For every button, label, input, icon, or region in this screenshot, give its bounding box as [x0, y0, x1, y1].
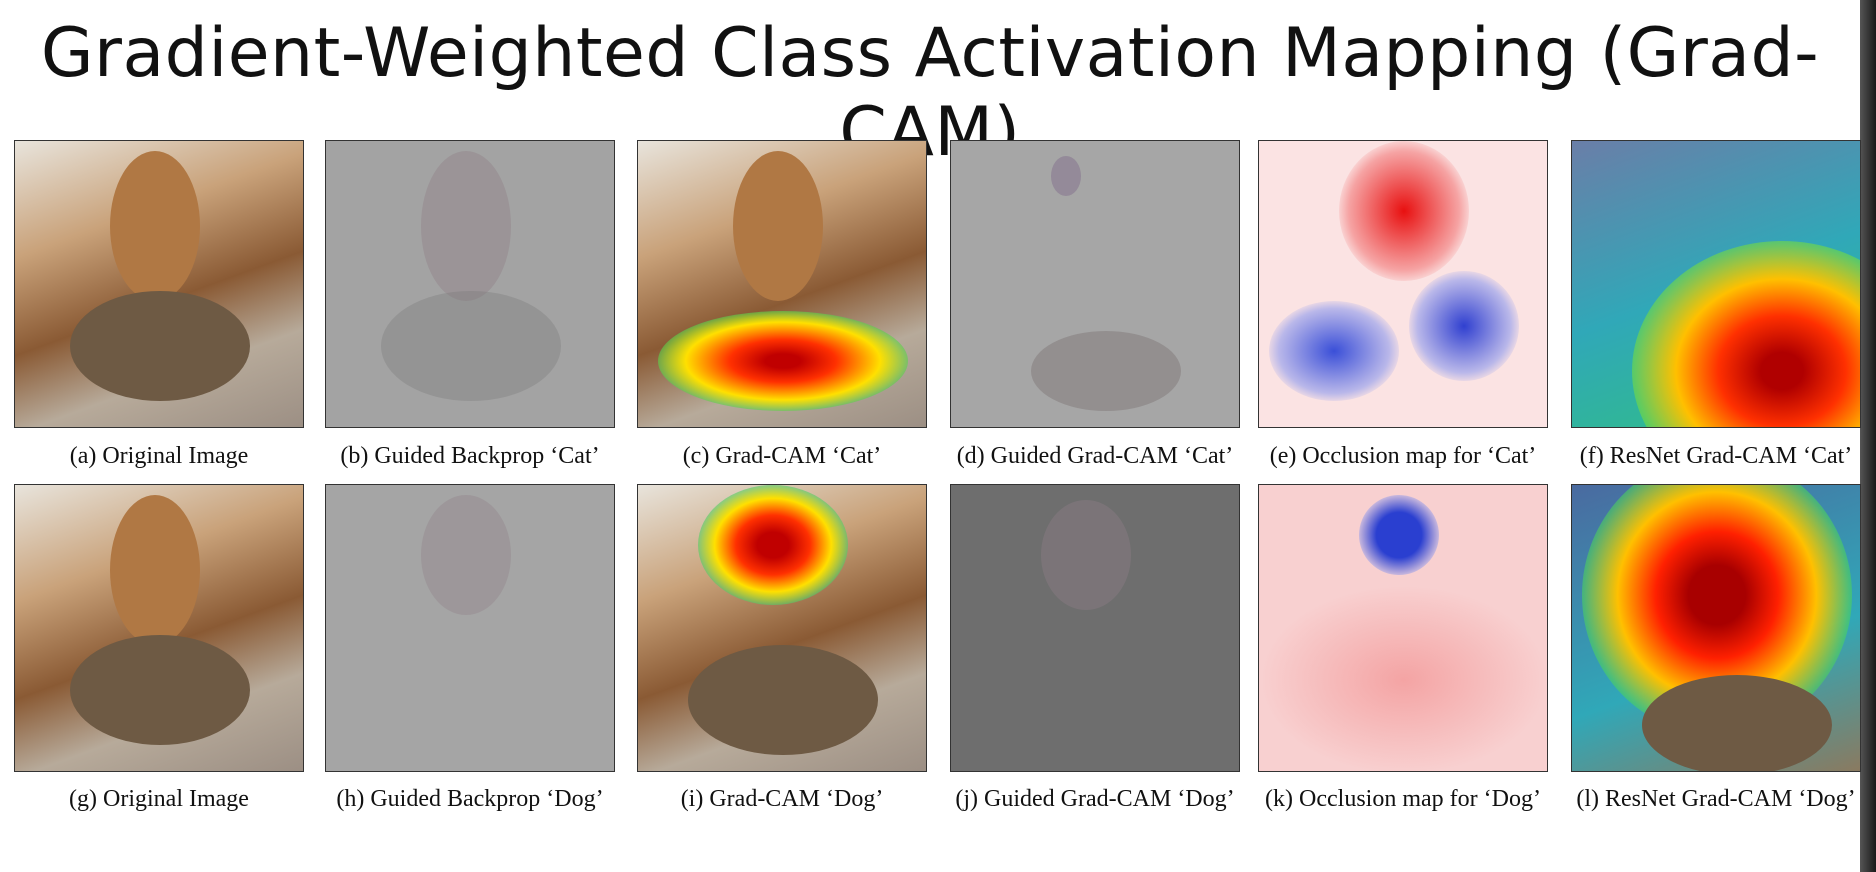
image-region	[1409, 271, 1519, 381]
figure-caption: (a) Original Image	[69, 443, 249, 469]
image-region	[698, 485, 848, 605]
image-region	[70, 291, 250, 401]
image-region	[110, 495, 200, 645]
image-region	[1632, 241, 1860, 427]
figure-image	[325, 484, 615, 772]
figure-image	[1571, 484, 1861, 772]
figure-caption: (l) ResNet Grad-CAM ‘Dog’	[1576, 786, 1856, 812]
image-region	[381, 291, 561, 401]
image-region	[1259, 585, 1547, 771]
figure-image	[637, 484, 927, 772]
figure-caption: (h) Guided Backprop ‘Dog’	[336, 786, 604, 812]
figure-image	[1571, 140, 1861, 428]
figure-caption: (g) Original Image	[69, 786, 249, 812]
figure-image	[637, 140, 927, 428]
image-region	[1269, 301, 1399, 401]
figure-caption: (f) ResNet Grad-CAM ‘Cat’	[1579, 443, 1853, 469]
figure-image	[14, 140, 304, 428]
figure-image	[950, 140, 1240, 428]
figure-caption: (e) Occlusion map for ‘Cat’	[1269, 443, 1537, 469]
figure-caption: (c) Grad-CAM ‘Cat’	[682, 443, 882, 469]
image-region	[1041, 500, 1131, 610]
image-region	[70, 635, 250, 745]
figure-image	[1258, 140, 1548, 428]
image-region	[688, 645, 878, 755]
figure-caption: (b) Guided Backprop ‘Cat’	[340, 443, 600, 469]
image-region	[1359, 495, 1439, 575]
figure-image	[325, 140, 615, 428]
figure-image	[950, 484, 1240, 772]
window-edge	[1860, 0, 1876, 872]
figure-image	[14, 484, 304, 772]
image-region	[1051, 156, 1081, 196]
image-region	[421, 151, 511, 301]
image-region	[658, 311, 908, 411]
figure-image	[1258, 484, 1548, 772]
slide-title: Gradient-Weighted Class Activation Mappi…	[40, 14, 1820, 172]
image-region	[110, 151, 200, 301]
image-region	[421, 495, 511, 615]
figure-caption: (d) Guided Grad-CAM ‘Cat’	[956, 443, 1234, 469]
image-region	[1031, 331, 1181, 411]
figure-caption: (k) Occlusion map for ‘Dog’	[1265, 786, 1541, 812]
figure-caption: (i) Grad-CAM ‘Dog’	[680, 786, 884, 812]
image-region	[1339, 141, 1469, 281]
image-region	[1642, 675, 1832, 771]
figure-caption: (j) Guided Grad-CAM ‘Dog’	[955, 786, 1235, 812]
image-region	[733, 151, 823, 301]
